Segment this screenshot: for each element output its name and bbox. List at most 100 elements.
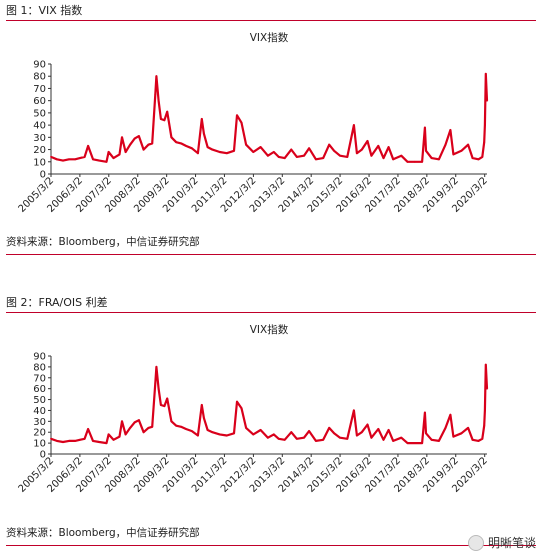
data-point: [121, 420, 123, 423]
data-point: [322, 157, 325, 160]
data-point: [225, 152, 228, 155]
data-point: [452, 153, 455, 156]
data-point: [477, 158, 480, 161]
data-point: [107, 433, 110, 436]
vix-series-line: [50, 363, 489, 445]
data-point: [129, 143, 132, 146]
data-point: [166, 397, 169, 400]
data-point: [272, 151, 275, 153]
data-point: [444, 427, 447, 429]
data-point: [360, 431, 363, 434]
figure-2-bottom-rule: [6, 545, 536, 546]
data-point: [377, 428, 380, 430]
data-point: [267, 436, 269, 439]
data-point: [438, 158, 440, 161]
data-point: [147, 427, 150, 429]
data-point: [79, 157, 81, 160]
data-point: [206, 429, 209, 431]
data-point: [197, 152, 199, 155]
data-point: [62, 441, 64, 443]
data-point: [484, 409, 486, 412]
data-point: [366, 423, 369, 426]
data-point: [211, 431, 214, 434]
data-point: [382, 157, 385, 160]
data-point: [170, 420, 173, 423]
data-point: [444, 143, 447, 146]
data-point: [421, 442, 423, 444]
data-point: [98, 441, 101, 443]
data-point: [486, 387, 488, 390]
data-point: [157, 387, 160, 390]
data-point: [356, 434, 358, 437]
data-point: [295, 156, 298, 158]
data-point: [233, 149, 235, 152]
y-tick-label: 80: [33, 362, 46, 373]
data-point: [147, 143, 150, 146]
data-point: [283, 157, 286, 160]
wechat-bubble-icon: [467, 534, 484, 551]
data-point: [290, 148, 293, 151]
data-point: [160, 118, 162, 120]
data-point: [277, 156, 280, 158]
data-point: [142, 431, 145, 434]
y-tick-label: 30: [33, 417, 46, 428]
data-point: [252, 151, 255, 153]
data-point: [240, 121, 243, 124]
data-point: [315, 440, 317, 442]
data-point: [471, 438, 474, 441]
data-point: [206, 146, 209, 148]
data-point: [259, 146, 262, 148]
data-point: [353, 124, 355, 126]
figure-2-caption: 图 2：FRA/OIS 利差: [6, 296, 536, 313]
data-point: [154, 382, 157, 385]
data-point: [191, 147, 193, 150]
data-point: [449, 413, 452, 416]
data-point: [118, 153, 121, 156]
data-point: [236, 114, 238, 117]
data-point: [56, 440, 58, 442]
y-tick-label: 20: [33, 428, 46, 439]
data-point: [107, 151, 110, 153]
data-point: [87, 428, 89, 430]
data-point: [175, 424, 178, 427]
data-point: [129, 427, 132, 429]
data-point: [303, 154, 305, 157]
data-point: [460, 149, 463, 152]
data-point: [467, 143, 469, 146]
data-point: [68, 440, 70, 442]
y-tick-label: 70: [33, 84, 46, 95]
figure-1-source: 资料来源：Bloomberg，中信证券研究部: [6, 236, 200, 248]
data-point: [163, 405, 166, 407]
data-point: [180, 425, 183, 428]
data-point: [74, 158, 76, 161]
data-point: [233, 432, 235, 435]
data-point: [392, 440, 395, 442]
data-point: [308, 430, 310, 432]
y-tick-label: 20: [33, 145, 46, 156]
data-point: [424, 411, 426, 414]
data-point: [484, 124, 486, 126]
chart-title: VIX指数: [250, 31, 289, 44]
data-point: [406, 442, 409, 444]
data-point: [133, 137, 136, 140]
data-point: [197, 434, 199, 437]
y-tick-label: 90: [33, 60, 46, 71]
data-point: [370, 154, 373, 157]
data-point: [185, 145, 187, 147]
data-point: [460, 432, 463, 435]
data-point: [79, 438, 81, 441]
figure-1-caption: 图 1：VIX 指数: [6, 4, 536, 21]
data-point: [200, 118, 203, 120]
y-tick-label: 40: [33, 406, 46, 417]
data-point: [154, 93, 157, 96]
y-tick-label: 10: [33, 439, 46, 450]
data-point: [170, 136, 173, 139]
data-point: [121, 136, 123, 139]
data-point: [283, 438, 286, 441]
data-point: [425, 432, 427, 435]
data-point: [211, 148, 214, 151]
data-point: [203, 132, 205, 135]
chart-2: VIX指数01020304050607080902005/3/22006/3/2…: [17, 323, 490, 495]
data-point: [124, 433, 127, 436]
data-point: [333, 432, 335, 435]
